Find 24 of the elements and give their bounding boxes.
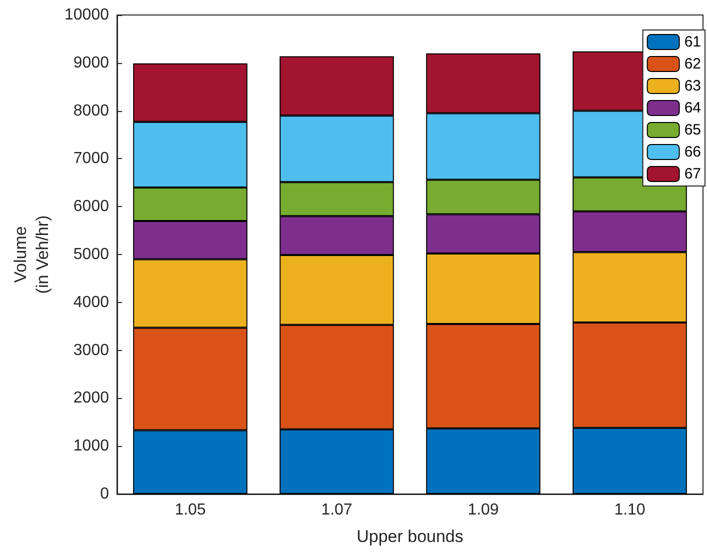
legend-label: 67 [684,166,702,182]
legend-label: 62 [684,56,702,72]
y-axis-title: Volume (in Veh/hr) [11,215,52,294]
y-tick-label: 3000 [73,342,110,359]
legend-label: 66 [684,144,702,160]
y-tick-label: 1000 [73,438,110,455]
legend-label: 64 [684,100,702,116]
x-tick-label: 1.05 [174,502,206,518]
legend-label: 61 [684,34,702,50]
x-tick-label: 1.07 [321,502,352,518]
x-tick-label: 1.10 [614,502,646,518]
y-tick-label: 8000 [73,102,110,120]
x-axis-title: Upper bounds [356,527,464,546]
y-tick-label: 6000 [73,198,110,216]
legend-label: 65 [684,122,702,138]
y-tick-label: 7000 [73,150,110,168]
y-tick-label: 5000 [73,246,110,263]
y-tick-label: 10000 [64,6,110,24]
x-tick-label: 1.09 [468,502,499,518]
legend-label: 63 [684,78,702,94]
y-tick-label: 2000 [73,390,110,407]
y-tick-label: 0 [100,486,110,502]
y-tick-label: 4000 [73,294,110,311]
y-tick-label: 9000 [73,54,110,72]
